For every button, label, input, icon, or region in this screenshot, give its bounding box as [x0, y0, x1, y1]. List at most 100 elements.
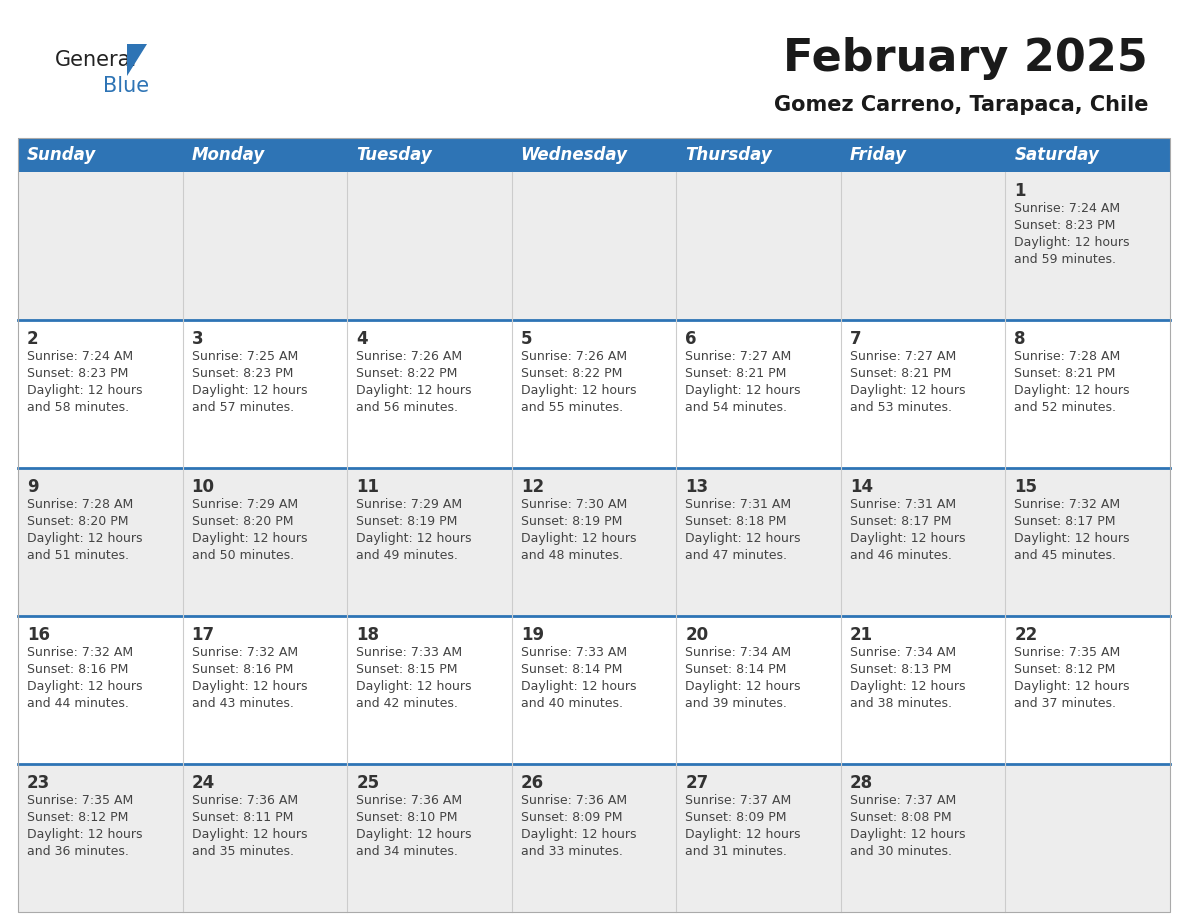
Bar	[18, 138, 1170, 172]
Text: Daylight: 12 hours: Daylight: 12 hours	[356, 532, 472, 545]
Text: Sunrise: 7:32 AM: Sunrise: 7:32 AM	[1015, 498, 1120, 511]
Text: 28: 28	[849, 774, 873, 792]
Bar	[841, 320, 1005, 468]
Text: and 33 minutes.: and 33 minutes.	[520, 845, 623, 858]
Text: Sunrise: 7:34 AM: Sunrise: 7:34 AM	[849, 646, 956, 659]
Text: Daylight: 12 hours: Daylight: 12 hours	[356, 680, 472, 693]
Text: 20: 20	[685, 626, 708, 644]
Text: 7: 7	[849, 330, 861, 348]
Text: and 43 minutes.: and 43 minutes.	[191, 697, 293, 710]
Text: Sunrise: 7:36 AM: Sunrise: 7:36 AM	[520, 794, 627, 807]
Bar	[18, 468, 183, 616]
Text: Daylight: 12 hours: Daylight: 12 hours	[1015, 680, 1130, 693]
Bar	[1005, 172, 1170, 320]
Bar	[183, 616, 347, 764]
Text: 5: 5	[520, 330, 532, 348]
Bar	[18, 172, 183, 320]
Text: Sunrise: 7:32 AM: Sunrise: 7:32 AM	[27, 646, 133, 659]
Bar	[347, 172, 512, 320]
Bar	[512, 172, 676, 320]
Text: and 35 minutes.: and 35 minutes.	[191, 845, 293, 858]
Text: Sunrise: 7:33 AM: Sunrise: 7:33 AM	[520, 646, 627, 659]
Text: Daylight: 12 hours: Daylight: 12 hours	[685, 828, 801, 841]
Text: Sunrise: 7:26 AM: Sunrise: 7:26 AM	[520, 350, 627, 363]
Text: Gomez Carreno, Tarapaca, Chile: Gomez Carreno, Tarapaca, Chile	[773, 95, 1148, 115]
Bar	[347, 468, 512, 616]
Bar	[841, 172, 1005, 320]
Bar	[1005, 468, 1170, 616]
Text: Sunset: 8:19 PM: Sunset: 8:19 PM	[520, 515, 623, 528]
Text: Sunset: 8:13 PM: Sunset: 8:13 PM	[849, 663, 952, 676]
Text: and 36 minutes.: and 36 minutes.	[27, 845, 128, 858]
Text: Sunset: 8:15 PM: Sunset: 8:15 PM	[356, 663, 457, 676]
Text: 24: 24	[191, 774, 215, 792]
Text: Sunrise: 7:36 AM: Sunrise: 7:36 AM	[191, 794, 298, 807]
Text: Daylight: 12 hours: Daylight: 12 hours	[520, 384, 637, 397]
Text: Sunrise: 7:27 AM: Sunrise: 7:27 AM	[849, 350, 956, 363]
Text: and 51 minutes.: and 51 minutes.	[27, 549, 129, 562]
Text: 9: 9	[27, 478, 39, 496]
Text: Sunset: 8:08 PM: Sunset: 8:08 PM	[849, 811, 952, 824]
Bar	[1005, 616, 1170, 764]
Text: Sunset: 8:21 PM: Sunset: 8:21 PM	[685, 367, 786, 380]
Text: Sunrise: 7:30 AM: Sunrise: 7:30 AM	[520, 498, 627, 511]
Text: 12: 12	[520, 478, 544, 496]
Bar	[676, 764, 841, 912]
Text: Daylight: 12 hours: Daylight: 12 hours	[685, 680, 801, 693]
Bar	[18, 320, 183, 468]
Text: Sunrise: 7:24 AM: Sunrise: 7:24 AM	[27, 350, 133, 363]
Text: Sunset: 8:09 PM: Sunset: 8:09 PM	[520, 811, 623, 824]
Bar	[841, 468, 1005, 616]
Bar	[183, 172, 347, 320]
Text: Sunset: 8:22 PM: Sunset: 8:22 PM	[520, 367, 623, 380]
Text: Thursday: Thursday	[685, 146, 772, 164]
Text: Daylight: 12 hours: Daylight: 12 hours	[1015, 532, 1130, 545]
Text: and 42 minutes.: and 42 minutes.	[356, 697, 459, 710]
Bar	[512, 764, 676, 912]
Text: Sunset: 8:22 PM: Sunset: 8:22 PM	[356, 367, 457, 380]
Text: Sunday: Sunday	[27, 146, 96, 164]
Text: Sunrise: 7:31 AM: Sunrise: 7:31 AM	[849, 498, 956, 511]
Text: Daylight: 12 hours: Daylight: 12 hours	[27, 384, 143, 397]
Text: and 47 minutes.: and 47 minutes.	[685, 549, 788, 562]
Text: February 2025: February 2025	[783, 37, 1148, 80]
Text: Daylight: 12 hours: Daylight: 12 hours	[685, 532, 801, 545]
Text: and 40 minutes.: and 40 minutes.	[520, 697, 623, 710]
Bar	[347, 764, 512, 912]
Text: Daylight: 12 hours: Daylight: 12 hours	[1015, 384, 1130, 397]
Text: Sunrise: 7:25 AM: Sunrise: 7:25 AM	[191, 350, 298, 363]
Text: and 34 minutes.: and 34 minutes.	[356, 845, 459, 858]
Text: Sunrise: 7:35 AM: Sunrise: 7:35 AM	[27, 794, 133, 807]
Bar	[18, 138, 1170, 912]
Bar	[183, 468, 347, 616]
Bar	[676, 172, 841, 320]
Text: 23: 23	[27, 774, 50, 792]
Text: 16: 16	[27, 626, 50, 644]
Bar	[18, 616, 183, 764]
Text: and 59 minutes.: and 59 minutes.	[1015, 253, 1117, 266]
Text: Daylight: 12 hours: Daylight: 12 hours	[520, 680, 637, 693]
Text: Sunrise: 7:31 AM: Sunrise: 7:31 AM	[685, 498, 791, 511]
Text: 17: 17	[191, 626, 215, 644]
Text: Sunrise: 7:26 AM: Sunrise: 7:26 AM	[356, 350, 462, 363]
Bar	[183, 764, 347, 912]
Text: and 52 minutes.: and 52 minutes.	[1015, 401, 1117, 414]
Text: Sunrise: 7:29 AM: Sunrise: 7:29 AM	[356, 498, 462, 511]
Text: Saturday: Saturday	[1015, 146, 1099, 164]
Text: Daylight: 12 hours: Daylight: 12 hours	[191, 828, 307, 841]
Bar	[841, 764, 1005, 912]
Text: and 57 minutes.: and 57 minutes.	[191, 401, 293, 414]
Text: and 45 minutes.: and 45 minutes.	[1015, 549, 1117, 562]
Bar	[1005, 764, 1170, 912]
Text: Daylight: 12 hours: Daylight: 12 hours	[849, 532, 966, 545]
Text: and 37 minutes.: and 37 minutes.	[1015, 697, 1117, 710]
Text: Sunrise: 7:37 AM: Sunrise: 7:37 AM	[685, 794, 791, 807]
Bar	[347, 320, 512, 468]
Text: and 38 minutes.: and 38 minutes.	[849, 697, 952, 710]
Text: 18: 18	[356, 626, 379, 644]
Text: 22: 22	[1015, 626, 1037, 644]
Text: Daylight: 12 hours: Daylight: 12 hours	[520, 828, 637, 841]
Bar	[1005, 320, 1170, 468]
Text: Sunset: 8:12 PM: Sunset: 8:12 PM	[27, 811, 128, 824]
Text: and 58 minutes.: and 58 minutes.	[27, 401, 129, 414]
